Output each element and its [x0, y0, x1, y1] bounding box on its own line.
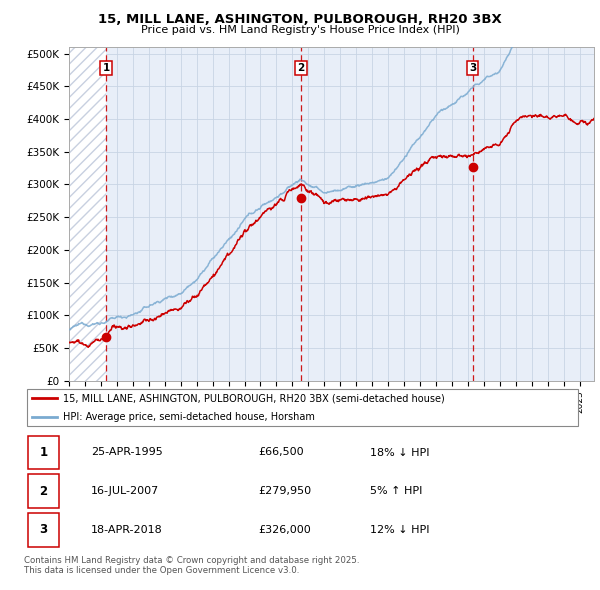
Text: £279,950: £279,950 — [259, 486, 311, 496]
Text: 18% ↓ HPI: 18% ↓ HPI — [370, 447, 430, 457]
Text: HPI: Average price, semi-detached house, Horsham: HPI: Average price, semi-detached house,… — [63, 412, 315, 422]
FancyBboxPatch shape — [27, 389, 578, 426]
Text: 16-JUL-2007: 16-JUL-2007 — [91, 486, 159, 496]
Text: £66,500: £66,500 — [259, 447, 304, 457]
Text: 2: 2 — [298, 63, 305, 73]
FancyBboxPatch shape — [28, 513, 59, 547]
Text: Contains HM Land Registry data © Crown copyright and database right 2025.
This d: Contains HM Land Registry data © Crown c… — [24, 556, 359, 575]
Text: 1: 1 — [40, 446, 47, 459]
Text: 12% ↓ HPI: 12% ↓ HPI — [370, 525, 430, 535]
Text: 15, MILL LANE, ASHINGTON, PULBOROUGH, RH20 3BX: 15, MILL LANE, ASHINGTON, PULBOROUGH, RH… — [98, 13, 502, 26]
Text: 3: 3 — [469, 63, 476, 73]
Text: 3: 3 — [40, 523, 47, 536]
Text: 18-APR-2018: 18-APR-2018 — [91, 525, 163, 535]
Text: 2: 2 — [40, 484, 47, 498]
Text: 5% ↑ HPI: 5% ↑ HPI — [370, 486, 422, 496]
Text: Price paid vs. HM Land Registry's House Price Index (HPI): Price paid vs. HM Land Registry's House … — [140, 25, 460, 35]
Text: 25-APR-1995: 25-APR-1995 — [91, 447, 163, 457]
Text: £326,000: £326,000 — [259, 525, 311, 535]
FancyBboxPatch shape — [28, 435, 59, 470]
Text: 1: 1 — [103, 63, 110, 73]
FancyBboxPatch shape — [28, 474, 59, 508]
Text: 15, MILL LANE, ASHINGTON, PULBOROUGH, RH20 3BX (semi-detached house): 15, MILL LANE, ASHINGTON, PULBOROUGH, RH… — [63, 393, 445, 403]
